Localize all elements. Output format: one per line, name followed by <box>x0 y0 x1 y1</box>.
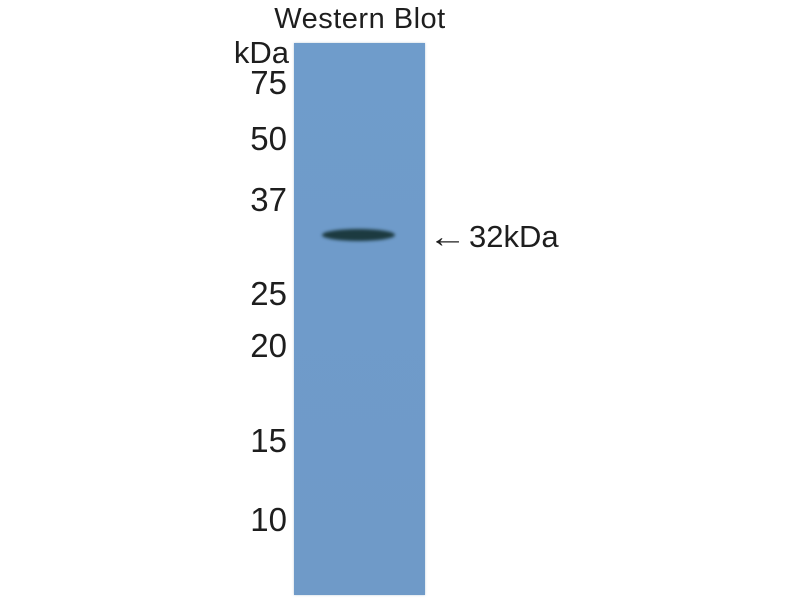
band-annotation: ← 32kDa <box>428 221 559 252</box>
mw-marker-20-label: 20 <box>250 327 287 364</box>
left-arrow-icon: ← <box>428 219 467 254</box>
protein-band <box>322 229 395 241</box>
mw-marker-75: 75 <box>0 66 289 99</box>
mw-marker-15: 15 <box>0 424 289 457</box>
mw-marker-37-label: 37 <box>250 181 287 218</box>
mw-marker-50: 50 <box>0 122 289 155</box>
mw-marker-10-label: 10 <box>250 501 287 538</box>
band-annotation-label: 32kDa <box>469 219 559 254</box>
kda-unit-label: kDa <box>233 35 289 70</box>
mw-marker-25: 25 <box>0 277 289 310</box>
mw-marker-20: 20 <box>0 329 289 362</box>
gel-lane <box>294 43 425 595</box>
mw-marker-25-label: 25 <box>250 275 287 312</box>
mw-marker-37: 37 <box>0 183 289 216</box>
mw-marker-15-label: 15 <box>250 422 287 459</box>
mw-marker-10: 10 <box>0 503 289 536</box>
figure-title: Western Blot <box>274 3 446 35</box>
mw-marker-50-label: 50 <box>250 120 287 157</box>
mw-marker-75-label: 75 <box>250 64 287 101</box>
